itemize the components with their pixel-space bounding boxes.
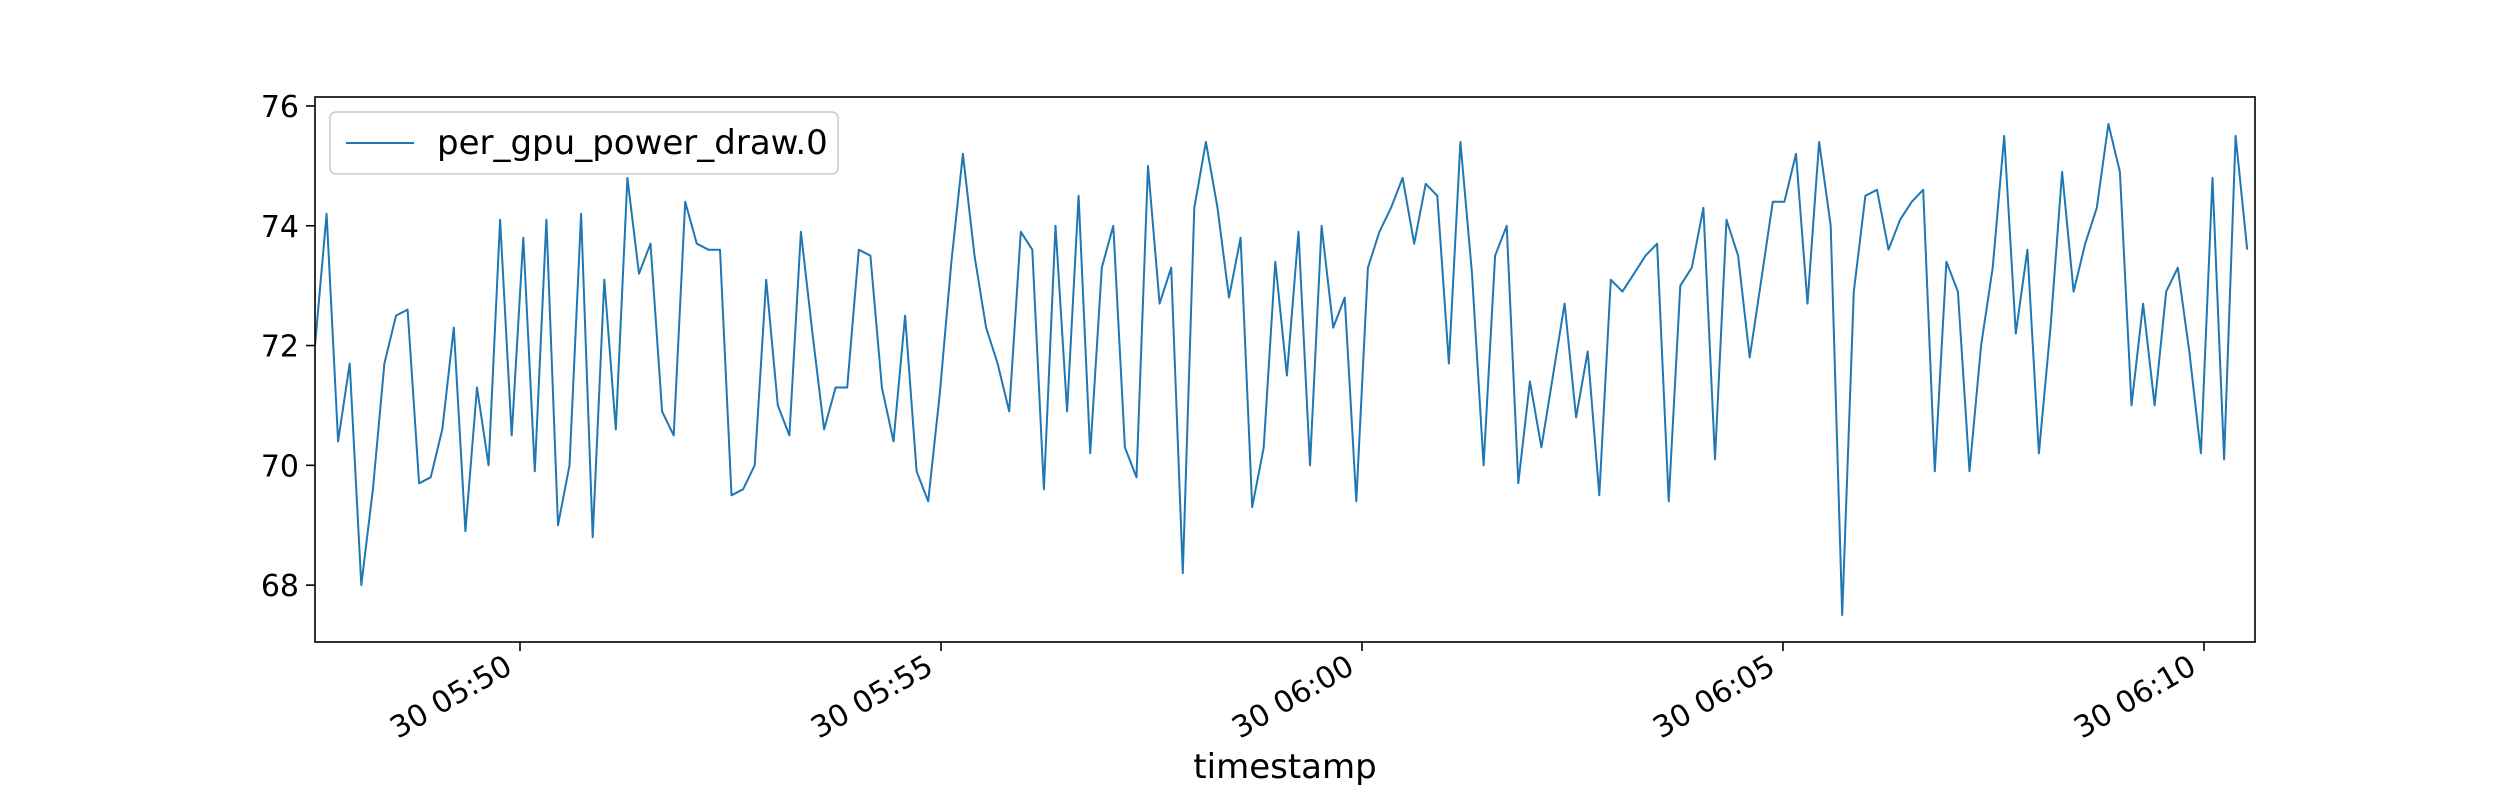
legend-box	[329, 111, 839, 175]
y-axis: 68 70 72 74 76	[261, 90, 315, 604]
legend: per_gpu_power_draw.0	[329, 111, 839, 175]
x-axis-label: timestamp	[1193, 747, 1376, 787]
series-line-per-gpu-power-draw	[315, 123, 2249, 616]
y-tick-label: 74	[261, 210, 299, 245]
axes-frame	[314, 96, 2256, 643]
legend-label: per_gpu_power_draw.0	[437, 123, 828, 163]
y-tick-label: 68	[261, 569, 299, 604]
y-tick-label: 76	[261, 90, 299, 125]
y-tick-label: 70	[261, 449, 299, 484]
plot-area	[315, 123, 2249, 616]
y-tick-label: 72	[261, 330, 299, 365]
